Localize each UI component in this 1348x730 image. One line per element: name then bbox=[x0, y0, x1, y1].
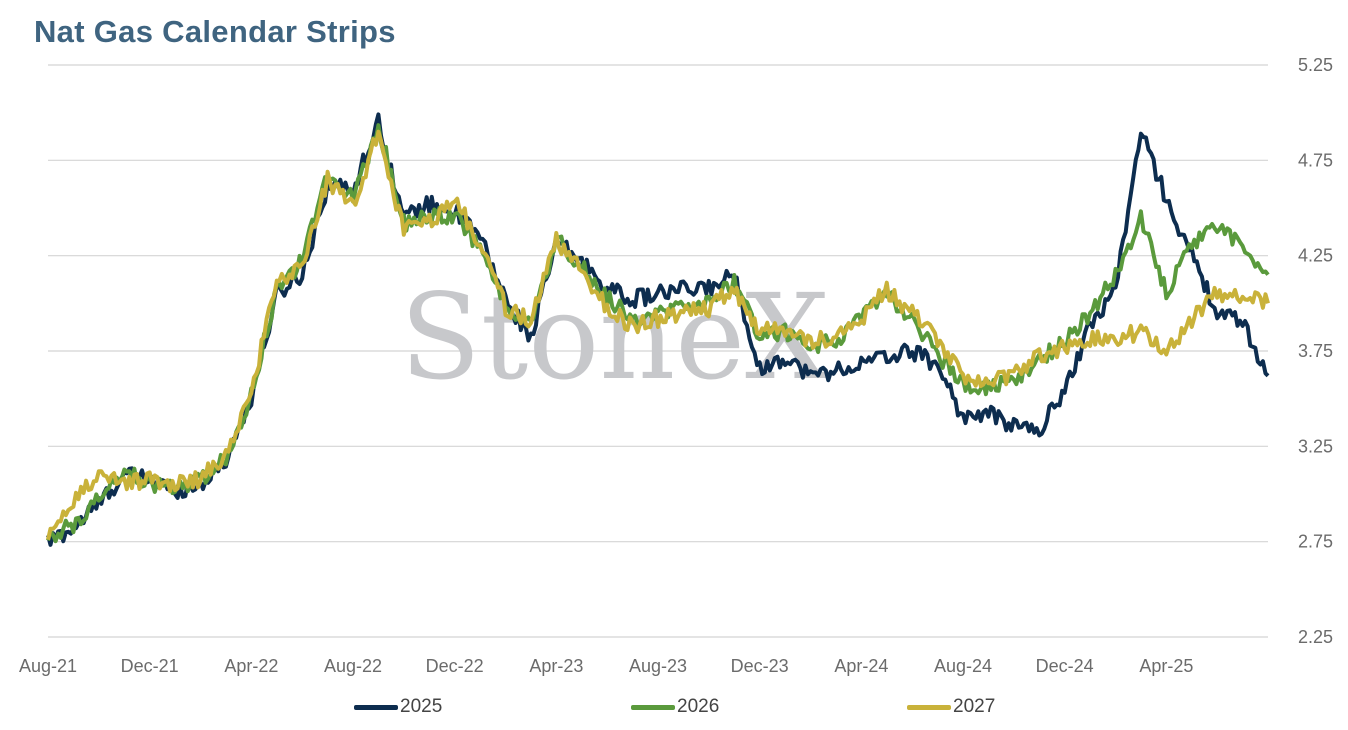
legend: 2025 2026 2027 bbox=[0, 696, 1348, 720]
legend-item-2025: 2025 bbox=[354, 696, 442, 718]
x-tick-label: Dec-21 bbox=[121, 656, 179, 676]
series-line-2025 bbox=[46, 112, 1270, 547]
legend-swatch bbox=[631, 704, 675, 710]
x-tick-label: Aug-22 bbox=[324, 656, 382, 676]
x-tick-label: Aug-23 bbox=[629, 656, 687, 676]
legend-item-2026: 2026 bbox=[631, 696, 719, 718]
series-lines bbox=[46, 112, 1270, 547]
x-tick-label: Apr-24 bbox=[834, 656, 888, 676]
x-tick-label: Aug-24 bbox=[934, 656, 992, 676]
y-tick-label: 2.75 bbox=[1298, 532, 1333, 552]
x-axis-ticks: Aug-21 Dec-21 Apr-22 Aug-22 Dec-22 Apr-23 Aug-… bbox=[19, 656, 1193, 676]
legend-item-2027: 2027 bbox=[907, 696, 995, 718]
legend-label: 2026 bbox=[677, 696, 720, 717]
x-tick-label: Aug-21 bbox=[19, 656, 77, 676]
x-tick-label: Apr-22 bbox=[224, 656, 278, 676]
legend-swatch bbox=[907, 704, 951, 710]
series-line-2027 bbox=[46, 129, 1270, 541]
x-tick-label: Dec-23 bbox=[731, 656, 789, 676]
y-tick-label: 5.25 bbox=[1298, 55, 1333, 75]
x-tick-label: Apr-25 bbox=[1139, 656, 1193, 676]
legend-swatch bbox=[354, 704, 398, 710]
gridlines bbox=[48, 64, 1268, 638]
y-tick-label: 4.75 bbox=[1298, 150, 1333, 170]
legend-label: 2025 bbox=[400, 696, 443, 717]
y-tick-label: 2.25 bbox=[1298, 627, 1333, 647]
x-tick-label: Dec-22 bbox=[426, 656, 484, 676]
y-axis-ticks: 5.25 4.75 4.25 3.75 3.25 2.75 2.25 bbox=[1298, 55, 1333, 647]
x-tick-label: Apr-23 bbox=[529, 656, 583, 676]
y-tick-label: 3.75 bbox=[1298, 341, 1333, 361]
chart-title: Nat Gas Calendar Strips bbox=[34, 14, 396, 49]
y-tick-label: 4.25 bbox=[1298, 246, 1333, 266]
y-tick-label: 3.25 bbox=[1298, 436, 1333, 456]
x-tick-label: Dec-24 bbox=[1036, 656, 1094, 676]
legend-label: 2027 bbox=[953, 696, 996, 717]
